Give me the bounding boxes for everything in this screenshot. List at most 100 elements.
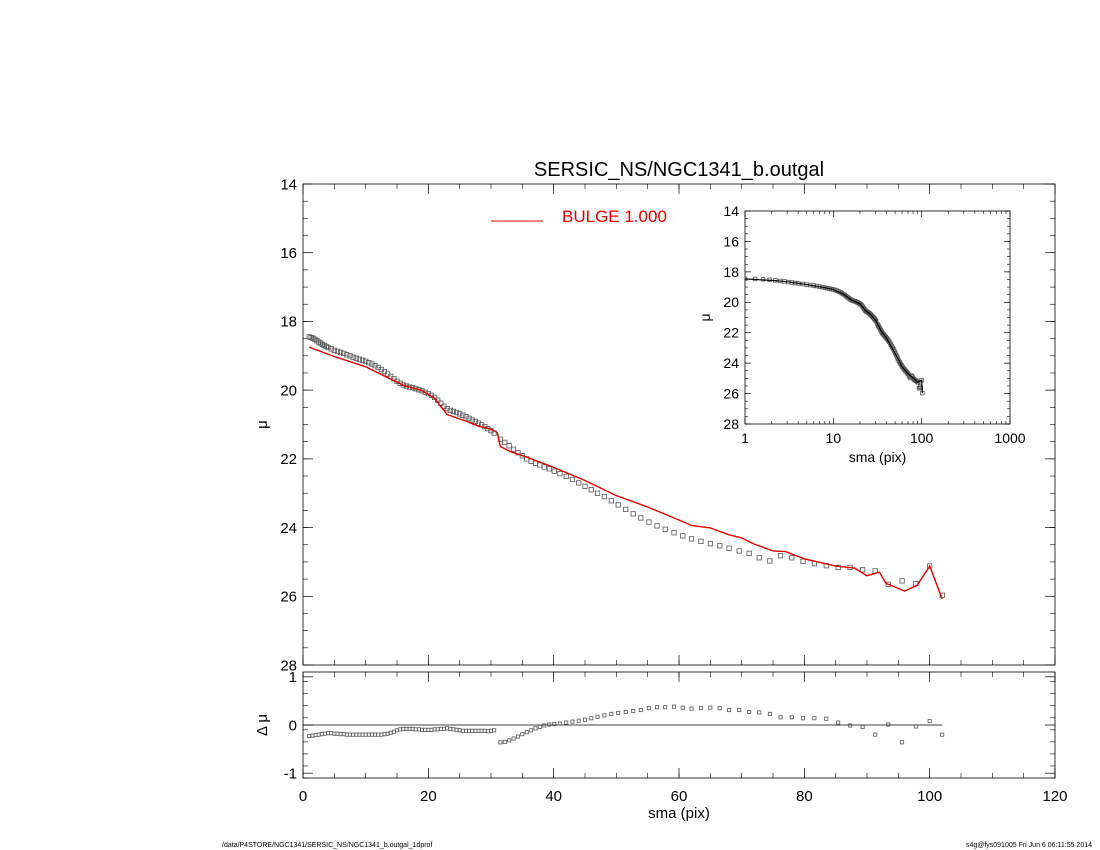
data-point [366, 732, 371, 737]
data-point [927, 563, 933, 569]
data-point [410, 726, 415, 731]
data-point [460, 728, 465, 733]
y-tick-label: 0 [289, 717, 297, 734]
data-point [602, 713, 607, 718]
data-point [533, 726, 538, 731]
data-point [506, 443, 512, 449]
data-point [609, 711, 614, 716]
data-point [886, 722, 891, 727]
data-point [347, 732, 352, 737]
data-point [463, 413, 469, 420]
data-point [460, 412, 466, 418]
data-point [357, 732, 362, 737]
data-point [860, 567, 866, 573]
data-point [447, 407, 453, 414]
y-tick-label: 22 [280, 451, 297, 468]
data-point [689, 706, 694, 711]
data-point [532, 460, 539, 466]
data-point [913, 724, 918, 729]
data-point [511, 736, 516, 741]
data-point [363, 358, 369, 364]
data-point [475, 420, 482, 426]
data-point [429, 727, 434, 732]
data-point [873, 319, 879, 324]
data-point [557, 721, 562, 726]
data-point [777, 553, 784, 559]
y-tick-label: -1 [284, 765, 297, 782]
data-point [680, 533, 686, 539]
data-point [385, 731, 390, 736]
data-point [623, 506, 629, 512]
data-point [485, 729, 490, 734]
data-point [757, 710, 762, 715]
data-point [479, 728, 484, 733]
x-tick-label: 1 [741, 430, 749, 446]
data-point [463, 728, 468, 733]
y-tick-label: 26 [723, 385, 739, 401]
data-point [351, 732, 356, 737]
data-point [467, 728, 472, 733]
data-point [498, 740, 503, 745]
data-point [341, 732, 346, 737]
data-point [451, 727, 456, 732]
data-point [899, 578, 905, 584]
data-point [457, 411, 463, 417]
data-point [353, 355, 359, 361]
data-point [663, 705, 668, 710]
x-tick-label: 0 [299, 788, 307, 805]
data-point [940, 732, 945, 737]
data-point [422, 389, 428, 395]
data-point [363, 732, 368, 737]
data-point [469, 417, 475, 423]
data-point [671, 530, 677, 536]
data-point [541, 464, 547, 470]
data-point [717, 543, 723, 549]
data-point [482, 728, 487, 733]
data-point [413, 727, 418, 732]
y-tick-label: 20 [723, 294, 739, 310]
data-point [589, 716, 594, 721]
data-point [310, 733, 315, 738]
chart-title: SERSIC_NS/NGC1341_b.outgal [534, 159, 824, 181]
data-point [569, 476, 576, 483]
data-point [608, 498, 614, 504]
y-axis-label: μ [697, 313, 713, 321]
data-point [307, 734, 312, 739]
data-point [542, 723, 547, 728]
data-point [594, 490, 601, 496]
data-point [426, 727, 431, 732]
data-point [520, 732, 525, 737]
data-point [394, 728, 399, 733]
data-point [325, 344, 331, 351]
data-point [524, 730, 529, 735]
y-tick-label: 20 [280, 382, 297, 399]
y-tick-label: 18 [723, 264, 739, 280]
data-point [376, 732, 381, 737]
data-point [623, 709, 628, 714]
data-point [564, 720, 569, 725]
data-point [529, 728, 534, 733]
residual-plot-marks [307, 704, 945, 745]
data-point [473, 728, 478, 733]
data-point [366, 360, 372, 366]
data-point [655, 705, 660, 710]
data-point [369, 361, 375, 367]
data-point [344, 732, 349, 737]
data-point [328, 346, 334, 352]
data-point [835, 564, 841, 571]
data-point [646, 519, 652, 525]
data-point [736, 548, 742, 554]
data-point [688, 536, 695, 542]
data-point [382, 732, 387, 737]
data-point [576, 480, 582, 486]
data-point [445, 726, 450, 731]
x-tick-label: 60 [671, 788, 688, 805]
data-point [873, 732, 878, 737]
data-point [824, 716, 829, 721]
data-point [671, 704, 676, 709]
data-point [551, 468, 557, 474]
data-point [454, 727, 459, 732]
data-point [726, 545, 732, 551]
data-point [767, 711, 772, 716]
